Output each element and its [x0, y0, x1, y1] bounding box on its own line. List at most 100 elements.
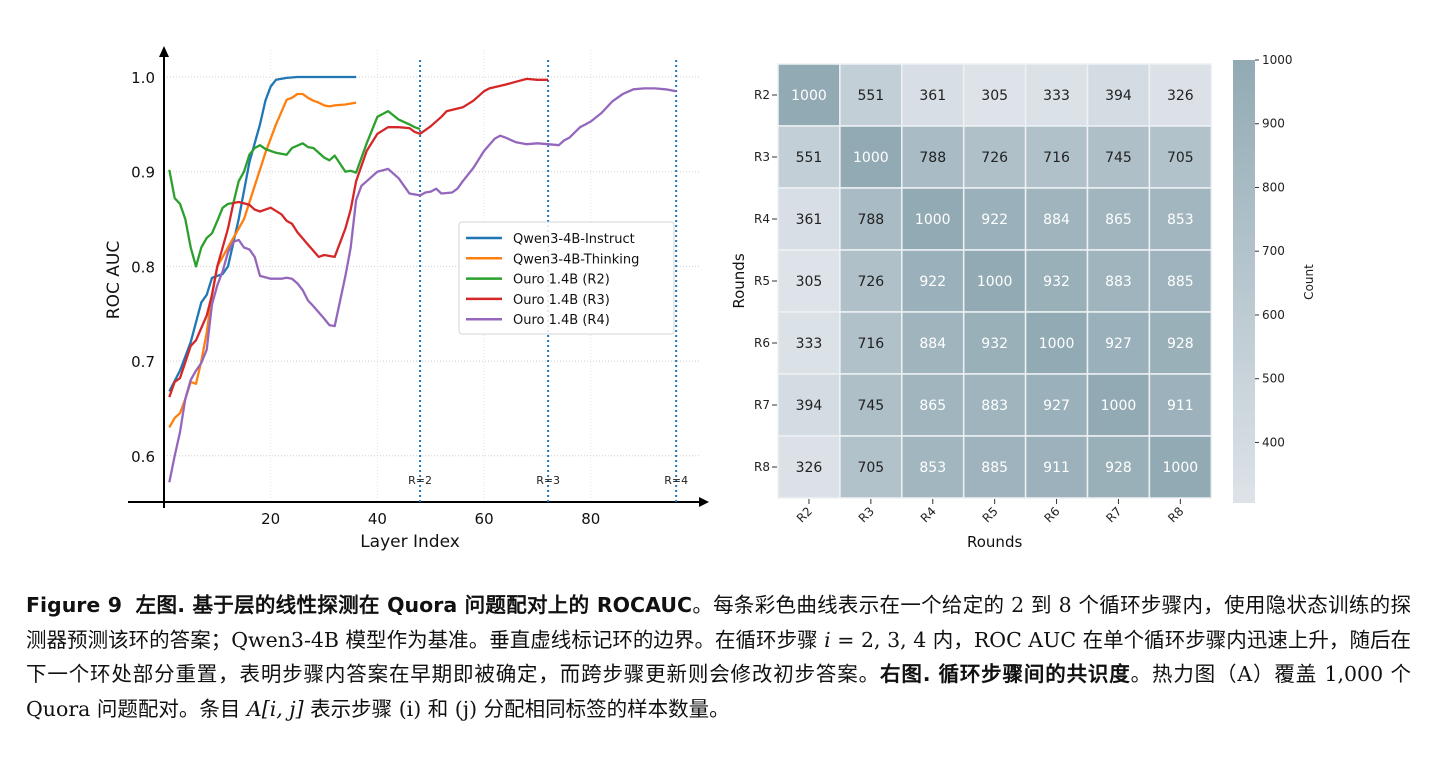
- heatmap-row-label: R8: [754, 460, 770, 474]
- heatmap-cell-value: 885: [1167, 274, 1194, 290]
- heatmap-cell-value: 884: [919, 336, 946, 352]
- heatmap-cell-value: 853: [919, 460, 946, 476]
- heatmap-cell-value: 745: [1105, 150, 1132, 166]
- heatmap-cell-value: 361: [919, 88, 946, 104]
- heatmap-cell: [777, 249, 841, 313]
- legend-entry: Qwen3-4B-Instruct: [513, 232, 635, 247]
- heatmap-cell-value: 1000: [1101, 398, 1137, 414]
- heatmap-cell-value: 333: [796, 336, 823, 352]
- heatmap-cell-value: 551: [796, 150, 823, 166]
- heatmap-cell: [1024, 435, 1089, 499]
- heatmap-col-label: R6: [1041, 504, 1062, 525]
- heatmap-cell-value: 361: [796, 212, 823, 228]
- figure-label: Figure 9: [26, 593, 123, 617]
- heatmap-cell-value: 705: [857, 460, 884, 476]
- heatmap-row-label: R2: [754, 88, 770, 102]
- legend: [458, 221, 675, 335]
- heatmap-cell-value: 716: [857, 336, 884, 352]
- heatmap-cell-value: 922: [981, 212, 1008, 228]
- colorbar-tick-label: 900: [1262, 117, 1285, 131]
- colorbar: [1233, 60, 1255, 503]
- heatmap-col-label: R7: [1103, 504, 1124, 525]
- heatmap-x-label: Rounds: [967, 533, 1022, 551]
- heatmap-cell-value: 927: [1043, 398, 1070, 414]
- heatmap-cell-value: 885: [981, 460, 1008, 476]
- heatmap-cell-value: 911: [1167, 398, 1194, 414]
- y-tick-label: 0.9: [131, 164, 155, 182]
- heatmap-cell: [777, 435, 841, 499]
- x-axis-arrow: [699, 497, 709, 507]
- heatmap-cell: [962, 249, 1027, 313]
- heatmap-row-label: R3: [754, 150, 770, 164]
- round-boundary-label: R=4: [664, 474, 688, 487]
- heatmap-cell-value: 726: [981, 150, 1008, 166]
- colorbar-tick-label: 600: [1262, 308, 1285, 322]
- legend-entry: Ouro 1.4B (R4): [513, 313, 610, 328]
- heatmap-cell: [839, 125, 903, 189]
- heatmap-cell: [1148, 125, 1213, 189]
- heatmap-col-label: R5: [980, 504, 1001, 525]
- y-tick-label: 1.0: [131, 69, 155, 87]
- heatmap-cell: [962, 311, 1027, 375]
- heatmap-cell: [839, 435, 903, 499]
- series-line-ouro-1-4b-r2-: [168, 109, 421, 268]
- heatmap-cell-value: 326: [1167, 88, 1194, 104]
- math: A[i, j]: [246, 696, 304, 721]
- heatmap-cell: [1086, 311, 1151, 375]
- colorbar-tick-label: 800: [1262, 180, 1285, 194]
- heatmap-cell-value: 928: [1167, 336, 1194, 352]
- heatmap-row-label: R5: [754, 274, 770, 288]
- legend-entry: Ouro 1.4B (R2): [513, 273, 610, 288]
- heatmap-cell-value: 932: [981, 336, 1008, 352]
- series-line-ouro-1-4b-r4-: [168, 87, 677, 483]
- caption-text: 。热力图（A）覆盖 1,000 个 Quora 问题配对。条目: [26, 662, 1411, 721]
- colorbar-label: Count: [1302, 264, 1316, 300]
- heatmap-cell: [1148, 435, 1213, 499]
- heatmap-cell-value: 788: [919, 150, 946, 166]
- figure: 20 40 60 80 0.6 0.7 0.8 0.9 1.0 Layer Index ROC AU…: [104, 46, 1316, 552]
- y-axis-arrow: [159, 46, 169, 57]
- heatmap-cell-value: 911: [1043, 460, 1070, 476]
- heatmap-cell: [901, 435, 965, 499]
- heatmap-cell: [1148, 249, 1213, 313]
- heatmap-cell-value: 788: [857, 212, 884, 228]
- heatmap-cell-value: 883: [1105, 274, 1132, 290]
- x-tick-label: 20: [261, 510, 280, 528]
- heatmap-col-label: R2: [794, 504, 815, 525]
- round-boundary-label: R=2: [408, 474, 432, 487]
- heatmap-cell: [777, 311, 841, 375]
- heatmap-cell: [777, 187, 841, 251]
- x-axis-label: Layer Index: [360, 532, 460, 552]
- heatmap-cell-value: 305: [981, 88, 1008, 104]
- heatmap-cell-value: 932: [1043, 274, 1070, 290]
- heatmap-cell-value: 883: [981, 398, 1008, 414]
- heatmap-row-label: R6: [754, 336, 770, 350]
- y-tick-label: 0.6: [131, 448, 155, 466]
- heatmap-cell: [901, 125, 965, 189]
- x-tick-label: 80: [581, 510, 600, 528]
- caption-text: 。每条彩色曲线表示在一个给定的 2 到 8 个循环步骤内，使用隐状态训练的探测器…: [26, 593, 1411, 652]
- y-axis-label: ROC AUC: [104, 241, 124, 319]
- heatmap-cell: [1148, 373, 1213, 437]
- heatmap-cell: [1024, 63, 1089, 127]
- math: i: [824, 627, 831, 652]
- heatmap-cell-value: 922: [919, 274, 946, 290]
- x-tick-label: 60: [475, 510, 494, 528]
- heatmap-cell-value: 1000: [1039, 336, 1075, 352]
- right-panel-title: 右图. 循环步骤间的共识度: [880, 662, 1131, 686]
- series-line-qwen3-4b-instruct: [168, 75, 357, 392]
- heatmap-col-label: R3: [856, 504, 877, 525]
- heatmap-cell: [1148, 311, 1213, 375]
- colorbar-tick-label: 1000: [1262, 53, 1293, 67]
- heatmap-cell: [1086, 435, 1151, 499]
- heatmap-cell: [1148, 187, 1213, 251]
- heatmap-cell-value: 884: [1043, 212, 1070, 228]
- series-line-qwen3-4b-thinking: [168, 92, 357, 428]
- heatmap-cell-value: 705: [1167, 150, 1194, 166]
- heatmap-cell: [1086, 63, 1151, 127]
- heatmap-cell-value: 865: [919, 398, 946, 414]
- heatmap-cell-value: 745: [857, 398, 884, 414]
- heatmap-y-label: Rounds: [730, 253, 748, 308]
- heatmap-cell-value: 928: [1105, 460, 1132, 476]
- heatmap-cell-value: 394: [1105, 88, 1132, 104]
